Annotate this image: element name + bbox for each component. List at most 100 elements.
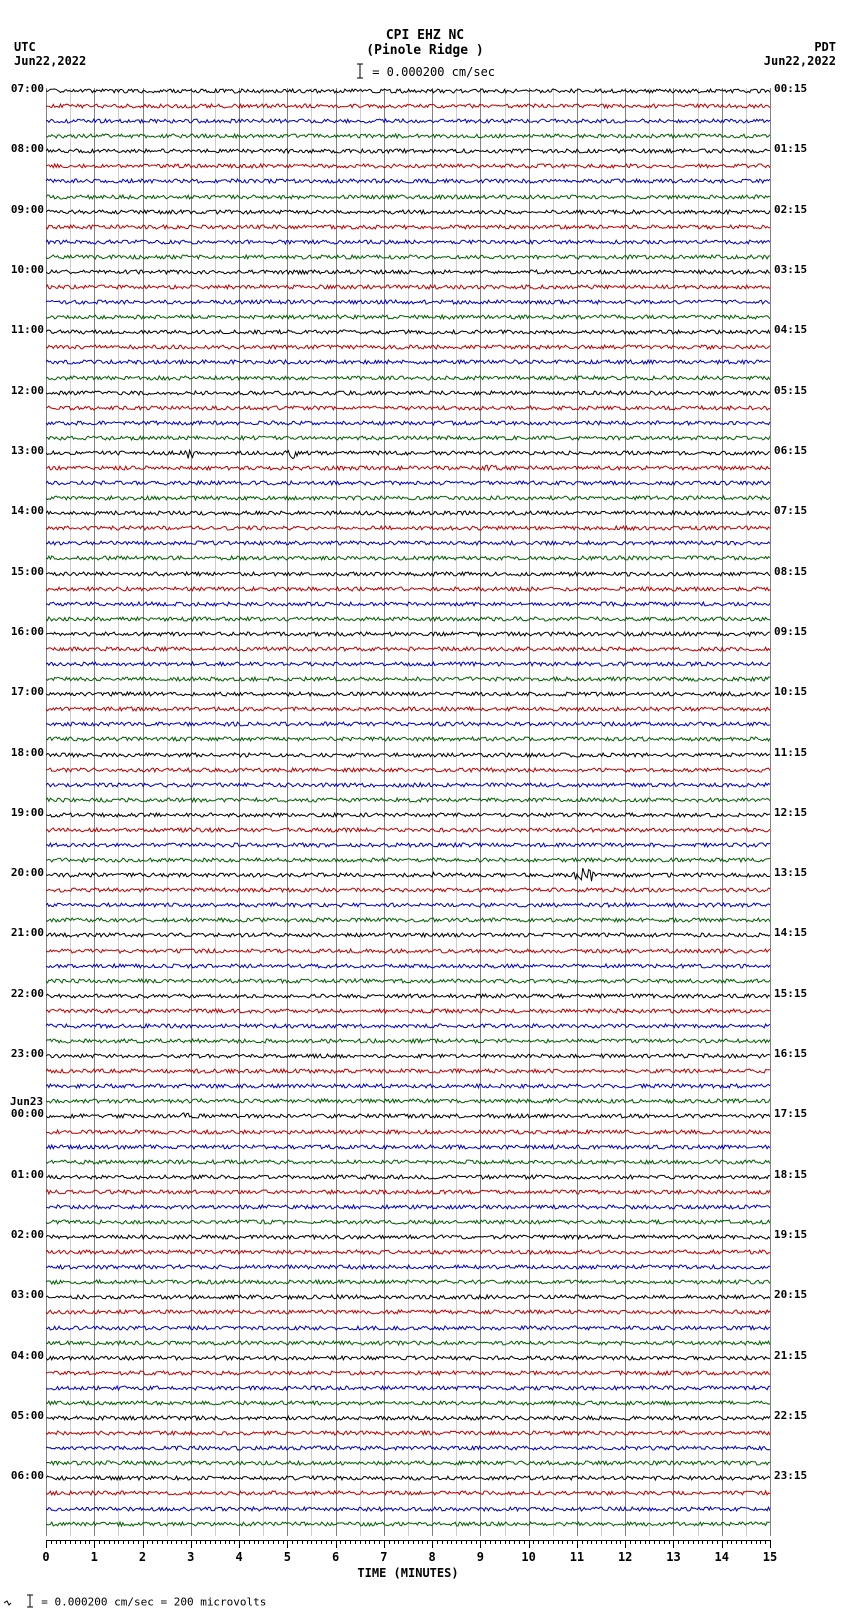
seismic-trace bbox=[46, 1366, 770, 1380]
seismic-trace bbox=[46, 521, 770, 535]
seismic-trace bbox=[46, 431, 770, 445]
seismic-trace bbox=[46, 1125, 770, 1139]
scale-bar-icon bbox=[355, 62, 365, 83]
seismic-trace bbox=[46, 114, 770, 128]
xaxis-tick bbox=[432, 1540, 433, 1548]
seismic-trace bbox=[46, 1456, 770, 1470]
right-time-label: 17:15 bbox=[774, 1107, 814, 1120]
day-change-label: Jun23 bbox=[10, 1095, 43, 1108]
seismic-trace bbox=[46, 99, 770, 113]
seismic-trace bbox=[46, 1396, 770, 1410]
seismic-trace bbox=[46, 446, 770, 460]
xaxis-tick-label: 9 bbox=[477, 1550, 484, 1564]
seismic-trace bbox=[46, 1215, 770, 1229]
seismic-trace bbox=[46, 1049, 770, 1063]
seismic-trace bbox=[46, 371, 770, 385]
xaxis-tick-label: 12 bbox=[618, 1550, 632, 1564]
seismic-trace bbox=[46, 672, 770, 686]
seismic-trace bbox=[46, 1170, 770, 1184]
seismic-trace bbox=[46, 1245, 770, 1259]
xaxis-tick-label: 11 bbox=[570, 1550, 584, 1564]
seismic-trace bbox=[46, 1486, 770, 1500]
right-time-label: 06:15 bbox=[774, 444, 814, 457]
xaxis-tick bbox=[336, 1540, 337, 1548]
xaxis-tick bbox=[239, 1540, 240, 1548]
xaxis-tick bbox=[384, 1540, 385, 1548]
gridline bbox=[770, 88, 771, 1536]
xaxis-tick bbox=[577, 1540, 578, 1548]
right-time-label: 14:15 bbox=[774, 926, 814, 939]
date-left: Jun22,2022 bbox=[14, 54, 86, 68]
left-time-label: 07:00 bbox=[4, 82, 44, 95]
seismic-trace bbox=[46, 1321, 770, 1335]
xaxis-tick-label: 14 bbox=[714, 1550, 728, 1564]
right-time-label: 01:15 bbox=[774, 142, 814, 155]
seismic-trace bbox=[46, 144, 770, 158]
xaxis-tick bbox=[625, 1540, 626, 1548]
right-time-label: 23:15 bbox=[774, 1469, 814, 1482]
xaxis-tick-label: 13 bbox=[666, 1550, 680, 1564]
xaxis-tick-label: 7 bbox=[380, 1550, 387, 1564]
right-time-label: 18:15 bbox=[774, 1168, 814, 1181]
seismic-trace bbox=[46, 959, 770, 973]
xaxis-tick-label: 1 bbox=[91, 1550, 98, 1564]
seismic-trace bbox=[46, 974, 770, 988]
scale-bar-icon bbox=[25, 1594, 35, 1611]
seismic-trace bbox=[46, 1351, 770, 1365]
seismic-trace bbox=[46, 1290, 770, 1304]
seismic-trace bbox=[46, 1034, 770, 1048]
seismic-trace bbox=[46, 1094, 770, 1108]
seismic-trace bbox=[46, 1064, 770, 1078]
seismic-trace bbox=[46, 1471, 770, 1485]
right-time-label: 22:15 bbox=[774, 1409, 814, 1422]
seismic-trace bbox=[46, 325, 770, 339]
seismic-trace bbox=[46, 717, 770, 731]
seismic-trace bbox=[46, 898, 770, 912]
seismic-trace bbox=[46, 597, 770, 611]
left-time-label: 01:00 bbox=[4, 1168, 44, 1181]
left-time-label: 20:00 bbox=[4, 866, 44, 879]
x-axis: TIME (MINUTES) 0123456789101112131415 bbox=[46, 1540, 770, 1580]
seismic-trace bbox=[46, 461, 770, 475]
footer-text: = 0.000200 cm/sec = 200 microvolts bbox=[41, 1596, 266, 1609]
seismic-trace bbox=[46, 235, 770, 249]
seismic-trace bbox=[46, 612, 770, 626]
xaxis-tick-label: 0 bbox=[42, 1550, 49, 1564]
left-time-label: 11:00 bbox=[4, 323, 44, 336]
seismic-trace bbox=[46, 190, 770, 204]
left-time-label: 03:00 bbox=[4, 1288, 44, 1301]
xaxis-tick bbox=[191, 1540, 192, 1548]
xaxis-tick bbox=[480, 1540, 481, 1548]
station-name: (Pinole Ridge ) bbox=[0, 43, 850, 58]
seismic-trace bbox=[46, 808, 770, 822]
left-time-label: 09:00 bbox=[4, 203, 44, 216]
left-time-label: 15:00 bbox=[4, 565, 44, 578]
seismic-trace bbox=[46, 551, 770, 565]
seismic-trace bbox=[46, 280, 770, 294]
seismic-trace bbox=[46, 642, 770, 656]
seismic-trace bbox=[46, 84, 770, 98]
seismic-trace bbox=[46, 1305, 770, 1319]
seismic-trace bbox=[46, 1275, 770, 1289]
seismic-trace bbox=[46, 295, 770, 309]
right-time-label: 13:15 bbox=[774, 866, 814, 879]
seismic-trace bbox=[46, 205, 770, 219]
seismic-trace bbox=[46, 1426, 770, 1440]
seismic-trace bbox=[46, 1109, 770, 1123]
seismic-trace bbox=[46, 763, 770, 777]
left-time-label: 18:00 bbox=[4, 746, 44, 759]
xaxis-tick-label: 15 bbox=[763, 1550, 777, 1564]
xaxis-tick bbox=[673, 1540, 674, 1548]
right-time-label: 09:15 bbox=[774, 625, 814, 638]
right-time-label: 07:15 bbox=[774, 504, 814, 517]
left-time-label: 22:00 bbox=[4, 987, 44, 1000]
seismic-trace bbox=[46, 627, 770, 641]
xaxis-tick bbox=[143, 1540, 144, 1548]
xaxis-tick bbox=[770, 1540, 771, 1548]
left-time-label: 12:00 bbox=[4, 384, 44, 397]
seismic-trace bbox=[46, 1411, 770, 1425]
seismic-trace bbox=[46, 416, 770, 430]
left-time-label: 21:00 bbox=[4, 926, 44, 939]
seismic-trace bbox=[46, 1079, 770, 1093]
seismic-trace bbox=[46, 838, 770, 852]
